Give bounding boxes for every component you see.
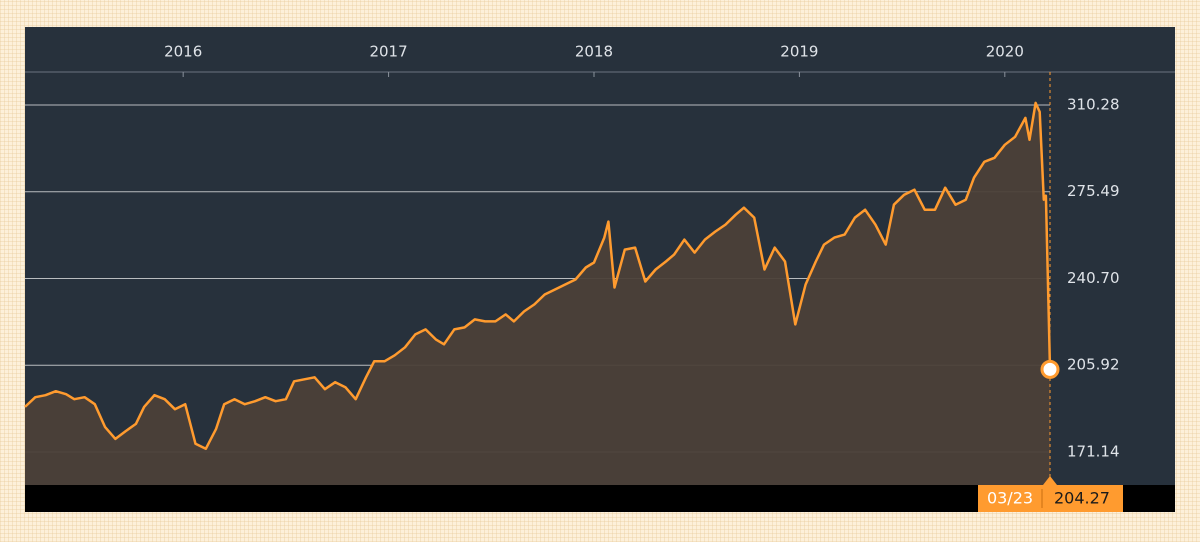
cursor-date: 03/23 bbox=[987, 489, 1033, 508]
y-tick-label: 275.49 bbox=[1067, 182, 1120, 200]
cursor-value: 204.27 bbox=[1054, 489, 1110, 508]
cursor-point bbox=[1040, 359, 1060, 379]
x-tick-label: 2017 bbox=[369, 43, 407, 61]
x-tick-label: 2019 bbox=[780, 43, 818, 61]
x-tick-label: 2018 bbox=[575, 43, 613, 61]
y-tick-label: 240.70 bbox=[1067, 269, 1120, 287]
x-tick-label: 2016 bbox=[164, 43, 202, 61]
cursor-pointer bbox=[1043, 476, 1057, 485]
y-tick-label: 310.28 bbox=[1067, 95, 1120, 113]
y-tick-label: 205.92 bbox=[1067, 356, 1120, 374]
x-tick-label: 2020 bbox=[986, 43, 1024, 61]
area bbox=[25, 102, 1050, 486]
y-tick-label: 171.14 bbox=[1067, 442, 1120, 460]
cursor-box bbox=[978, 485, 1123, 512]
line bbox=[24, 101, 1052, 451]
